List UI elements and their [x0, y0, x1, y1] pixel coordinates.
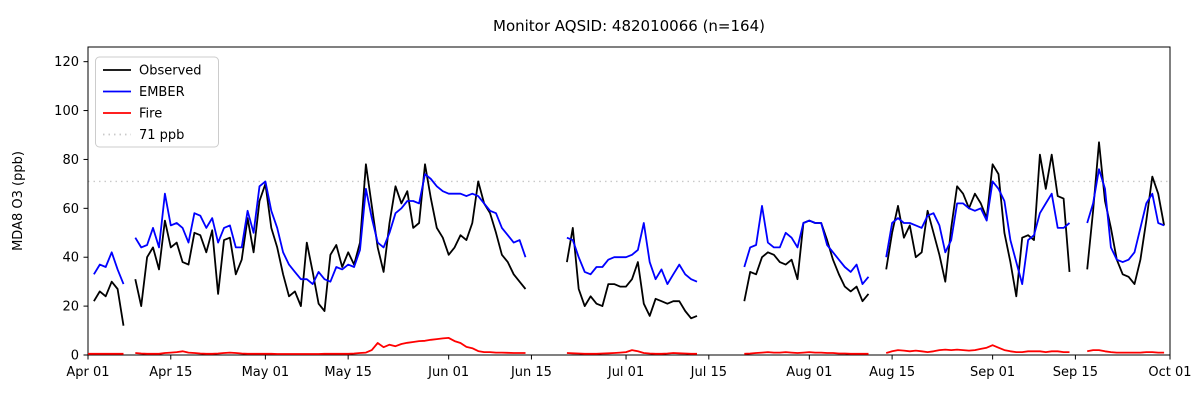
x-tick-label: May 01: [242, 365, 290, 380]
y-tick-label: 60: [62, 202, 79, 217]
x-tick-label: Sep 01: [970, 365, 1015, 380]
x-tick-label: Sep 15: [1053, 365, 1098, 380]
x-tick-label: Apr 01: [66, 365, 109, 380]
axes: 0 20 40 60 80 100 120 Apr 01 Apr 15 May 01 May 15 J…: [54, 46, 1192, 380]
y-tick-label: 40: [62, 251, 79, 266]
y-tick-label: 100: [54, 104, 79, 119]
observed-line: [93, 141, 1165, 326]
x-tick-label: Jun 01: [427, 365, 469, 380]
x-tick-label: Aug 15: [869, 365, 915, 380]
plot-border: [87, 46, 1171, 356]
x-tick-label: Apr 15: [149, 365, 192, 380]
x-tick-label: Jun 15: [510, 365, 552, 380]
x-tick-label: May 15: [324, 365, 372, 380]
fire-line: [88, 337, 1165, 355]
x-tick-label: Jul 01: [607, 365, 644, 380]
legend-label-fire: Fire: [139, 107, 162, 122]
x-tick-label: Oct 01: [1148, 365, 1191, 380]
legend-label-ember: EMBER: [139, 85, 185, 100]
legend: Observed EMBER Fire 71 ppb: [95, 56, 219, 148]
series-lines: [88, 141, 1165, 355]
y-tick-label: 0: [71, 349, 79, 364]
legend-label-71-ppb: 71 ppb: [139, 128, 184, 143]
y-tick-label: 80: [62, 153, 79, 168]
ember-line: [93, 168, 1165, 285]
y-tick-label: 120: [54, 55, 79, 70]
legend-box: [95, 56, 219, 148]
x-tick-label: Jul 15: [690, 365, 727, 380]
x-tick-label: Aug 01: [786, 365, 832, 380]
chart-title: Monitor AQSID: 482010066 (n=164): [493, 17, 765, 35]
y-axis-label: MDA8 O3 (ppb): [11, 151, 26, 251]
legend-label-observed: Observed: [139, 64, 202, 79]
y-tick-label: 20: [62, 300, 79, 315]
